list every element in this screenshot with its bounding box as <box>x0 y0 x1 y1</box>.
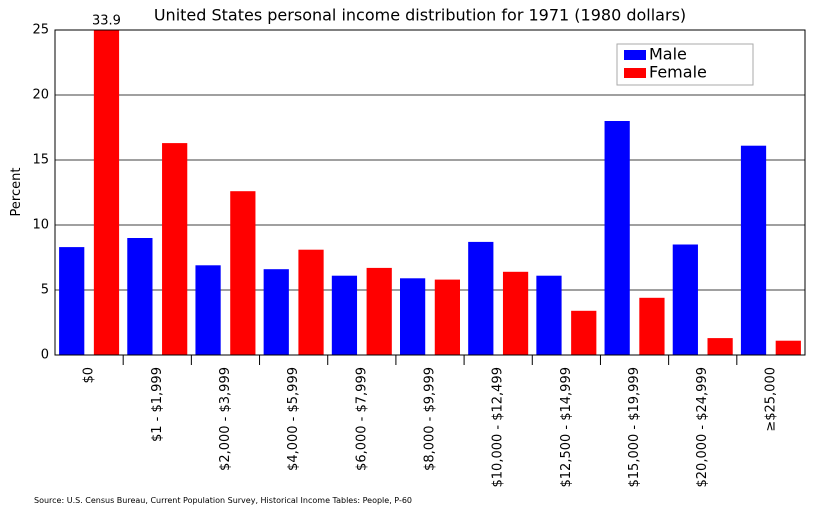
x-tick-label: $10,000 - $12,499 <box>491 367 506 487</box>
plot-frame <box>54 29 806 356</box>
bar <box>162 143 188 355</box>
y-tick-label: 20 <box>32 88 49 103</box>
bar <box>93 30 120 355</box>
legend-label: Male <box>649 45 687 64</box>
bar <box>740 145 767 355</box>
bars <box>59 30 801 355</box>
x-tick-label: $6,000 - $7,999 <box>354 367 369 471</box>
y-axis-label: Percent <box>9 168 24 217</box>
bar <box>230 191 256 355</box>
bar <box>195 265 221 355</box>
y-tick-label: 25 <box>32 23 49 38</box>
legend-swatch <box>624 50 646 60</box>
bar <box>434 279 460 355</box>
bar <box>536 275 562 355</box>
bar <box>298 249 324 355</box>
legend-swatch <box>624 68 646 78</box>
bar <box>672 244 698 355</box>
y-tick-label: 10 <box>32 218 49 233</box>
x-tick-label: $12,500 - $14,999 <box>559 367 574 487</box>
bar <box>59 247 85 355</box>
x-tick-label: $4,000 - $5,999 <box>286 367 301 471</box>
chart-title: United States personal income distributi… <box>154 6 686 25</box>
bar <box>639 297 665 355</box>
x-tick-label: $8,000 - $9,999 <box>423 367 438 471</box>
bar <box>707 338 733 355</box>
bar <box>502 271 529 355</box>
bar <box>366 267 392 355</box>
y-tick-label: 5 <box>41 283 49 298</box>
bar <box>775 340 801 355</box>
source-note: Source: U.S. Census Bureau, Current Popu… <box>34 496 412 505</box>
y-tick-label: 0 <box>41 348 49 363</box>
bar <box>571 310 597 355</box>
y-tick-label: 15 <box>32 153 49 168</box>
x-tick-label: $1 - $1,999 <box>150 367 165 442</box>
bar <box>331 275 358 355</box>
bar <box>263 269 289 355</box>
bar <box>127 238 153 355</box>
bar <box>604 121 630 355</box>
foreground: 0 5 10 15 20 25 $0 33.9 $1 - $1,999 $2,000 - $3,9… <box>32 14 778 488</box>
x-tick-label: $20,000 - $24,999 <box>695 367 710 487</box>
x-tick-label: $2,000 - $3,999 <box>218 367 233 471</box>
legend-label: Female <box>649 63 707 82</box>
x-tick-label: $15,000 - $19,999 <box>627 367 642 487</box>
value-label: 33.9 <box>92 14 121 29</box>
bar <box>400 278 426 355</box>
bar <box>468 241 494 355</box>
x-tick-label: ≥$25,000 <box>763 367 778 432</box>
x-tick-label: $0 <box>82 367 97 384</box>
